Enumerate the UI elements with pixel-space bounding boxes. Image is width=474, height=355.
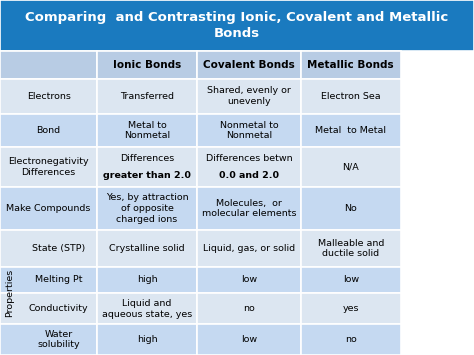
Text: no: no [345,335,356,344]
Bar [301,293,401,324]
Text: N/A: N/A [342,163,359,172]
Bar [0,187,97,230]
Text: Molecules,  or
molecular elements: Molecules, or molecular elements [201,198,296,218]
Text: Melting Pt: Melting Pt [35,275,82,284]
Bar [301,267,401,293]
Text: greater than 2.0: greater than 2.0 [103,171,191,180]
Bar [301,147,401,187]
Bar [197,267,301,293]
Bar [197,147,301,187]
Bar [97,187,197,230]
Bar [197,51,301,79]
Text: Electronegativity
Differences: Electronegativity Differences [8,157,89,177]
Text: Liquid, gas, or solid: Liquid, gas, or solid [203,244,295,253]
Text: Transferred: Transferred [120,92,174,101]
Text: Yes, by attraction
of opposite
charged ions: Yes, by attraction of opposite charged i… [106,193,188,224]
Text: Malleable and
ductile solid: Malleable and ductile solid [318,239,384,258]
Bar [197,293,301,324]
Text: yes: yes [343,304,359,313]
Bar [197,187,301,230]
Text: Comparing  and Contrasting Ionic, Covalent and Metallic
Bonds: Comparing and Contrasting Ionic, Covalen… [26,11,448,39]
Bar [0,114,97,147]
Text: low: low [241,275,257,284]
Bar [0,293,97,324]
Bar [197,114,301,147]
Bar [301,51,401,79]
Bar [97,324,197,355]
Bar [97,114,197,147]
Text: low: low [343,275,359,284]
Text: No: No [345,204,357,213]
Text: Make Compounds: Make Compounds [6,204,91,213]
Bar [0,147,97,187]
Text: Metallic Bonds: Metallic Bonds [308,60,394,70]
Bar [0,267,97,293]
Text: Nonmetal to
Nonmetal: Nonmetal to Nonmetal [219,121,278,141]
Text: Electrons: Electrons [27,92,71,101]
Text: low: low [241,335,257,344]
Text: high: high [137,275,157,284]
Text: Water
solubility: Water solubility [37,330,80,349]
Text: 0.0 and 2.0: 0.0 and 2.0 [219,171,279,180]
Text: Liquid and
aqueous state, yes: Liquid and aqueous state, yes [102,299,192,318]
Bar [97,147,197,187]
Text: Differences betwn: Differences betwn [206,154,292,163]
Bar [0,0,474,51]
Bar [197,324,301,355]
Text: Metal  to Metal: Metal to Metal [315,126,386,135]
Text: Electron Sea: Electron Sea [321,92,381,101]
Text: Metal to
Nonmetal: Metal to Nonmetal [124,121,170,141]
Bar [301,187,401,230]
Bar [301,114,401,147]
Text: no: no [243,304,255,313]
Bar [97,267,197,293]
Bar [0,324,97,355]
Text: Shared, evenly or
unevenly: Shared, evenly or unevenly [207,86,291,106]
Bar [197,79,301,114]
Bar [0,79,97,114]
Bar [97,293,197,324]
Bar [97,79,197,114]
Bar [97,51,197,79]
Text: Ionic Bonds: Ionic Bonds [113,60,181,70]
Bar [97,230,197,267]
Bar [0,51,97,79]
Text: Crystalline solid: Crystalline solid [109,244,185,253]
Bar [301,230,401,267]
Text: Properties: Properties [6,268,14,317]
Bar [301,79,401,114]
Bar [301,324,401,355]
Text: State (STP): State (STP) [32,244,85,253]
Text: Covalent Bonds: Covalent Bonds [203,60,295,70]
Text: Conductivity: Conductivity [29,304,88,313]
Text: high: high [137,335,157,344]
Text: Differences: Differences [120,154,174,163]
Bar [0,230,97,267]
Text: Bond: Bond [36,126,61,135]
Bar [197,230,301,267]
